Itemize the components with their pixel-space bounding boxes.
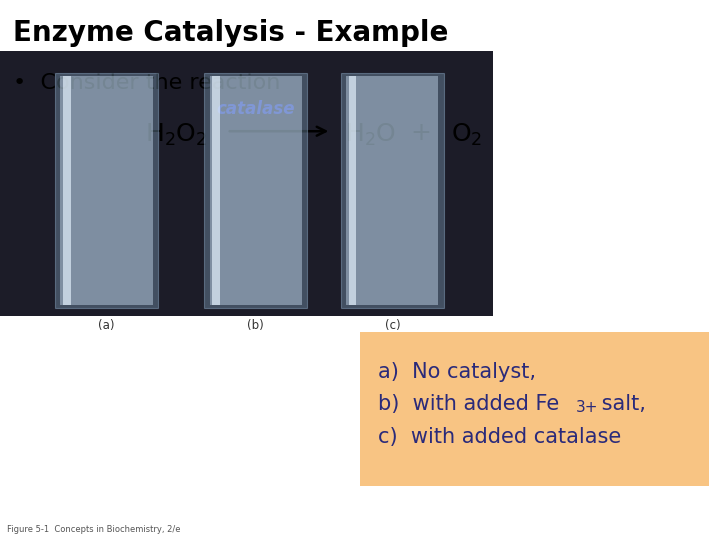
Bar [360, 332, 709, 486]
Text: 3+: 3+ [576, 400, 598, 415]
Text: salt,: salt, [595, 394, 646, 414]
Text: c)  with added catalase: c) with added catalase [378, 427, 621, 447]
Bar [341, 73, 444, 308]
Bar [346, 76, 438, 305]
Bar [55, 73, 158, 308]
Bar [0, 51, 493, 316]
Text: +: + [411, 122, 431, 145]
Text: b)  with added Fe: b) with added Fe [378, 394, 559, 414]
Text: (b): (b) [247, 319, 264, 332]
Bar [63, 76, 71, 305]
Bar [210, 76, 302, 305]
Text: •  Consider the reaction: • Consider the reaction [13, 73, 280, 93]
Text: O$_2$: O$_2$ [451, 122, 482, 148]
Text: Figure 5-1  Concepts in Biochemistry, 2/e: Figure 5-1 Concepts in Biochemistry, 2/e [7, 524, 181, 534]
Text: (c): (c) [384, 319, 400, 332]
Bar [212, 76, 220, 305]
Text: H$_2$O$_2$: H$_2$O$_2$ [145, 122, 207, 148]
Text: a)  No catalyst,: a) No catalyst, [378, 362, 536, 382]
Bar [349, 76, 356, 305]
Bar [60, 76, 153, 305]
Text: catalase: catalase [216, 100, 295, 118]
Text: (a): (a) [99, 319, 114, 332]
Bar [204, 73, 307, 308]
Text: H$_2$O: H$_2$O [345, 122, 397, 148]
Text: Enzyme Catalysis - Example: Enzyme Catalysis - Example [13, 19, 449, 47]
